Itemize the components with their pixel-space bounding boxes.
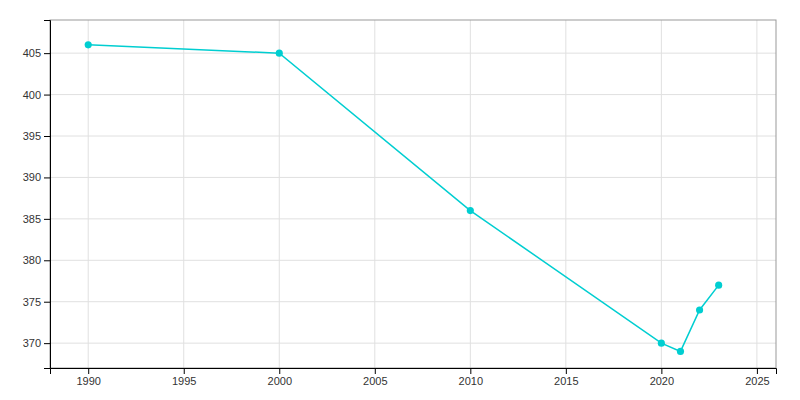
x-tick: 2005 <box>363 368 387 387</box>
point <box>715 282 722 289</box>
x-tick-label: 2025 <box>745 375 769 387</box>
grid-line-x <box>470 20 471 368</box>
grid-line-y <box>50 343 776 344</box>
line <box>88 45 718 352</box>
x-tick-label: 2000 <box>268 375 292 387</box>
x-tick-mark <box>470 368 471 374</box>
y-tick: 405 <box>23 47 50 59</box>
x-tick-mark <box>184 368 185 374</box>
y-tick-label: 395 <box>23 130 41 142</box>
chart: 1990 1995 2000 2005 2010 2015 2020 2025 370 375 38… <box>0 0 800 400</box>
x-tick-mark <box>375 368 376 374</box>
y-tick: 390 <box>23 171 50 183</box>
x-tick-label: 1995 <box>172 375 196 387</box>
x-tick-label: 2015 <box>554 375 578 387</box>
x-tick: 1990 <box>76 368 100 387</box>
y-tick: 385 <box>23 213 50 225</box>
series <box>85 41 723 355</box>
y-tick-mark <box>44 177 50 178</box>
y-tick-label: 385 <box>23 213 41 225</box>
y-tick-label: 390 <box>23 171 41 183</box>
y-tick-label: 370 <box>23 337 41 349</box>
y-tick-mark <box>44 95 50 96</box>
y-tick-mark <box>44 302 50 303</box>
point <box>677 348 684 355</box>
x-tick-mark <box>279 368 280 374</box>
y-tick-mark <box>44 219 50 220</box>
x-tick: 2015 <box>554 368 578 387</box>
grid-line-x <box>756 20 757 368</box>
grid-line-y <box>50 301 776 302</box>
grid-line-y <box>50 260 776 261</box>
point <box>276 50 283 57</box>
x-tick-label: 1990 <box>76 375 100 387</box>
grid-line-y <box>50 136 776 137</box>
x-tick-mark <box>88 368 89 374</box>
y-tick-label: 405 <box>23 47 41 59</box>
x-tick: 2010 <box>459 368 483 387</box>
y-tick-label: 375 <box>23 296 41 308</box>
x-tick-label: 2005 <box>363 375 387 387</box>
point <box>658 340 665 347</box>
x-tick: 1995 <box>172 368 196 387</box>
x-tick-label: 2010 <box>459 375 483 387</box>
grid-line-y <box>50 53 776 54</box>
grid-line-x <box>565 20 566 368</box>
grid-line-y <box>50 94 776 95</box>
y-tick-label: 400 <box>23 89 41 101</box>
point <box>467 207 474 214</box>
point <box>696 306 703 313</box>
x-axis: 1990 1995 2000 2005 2010 2015 2020 2025 <box>51 368 777 387</box>
plot-frame <box>50 20 776 368</box>
y-tick-mark <box>44 136 50 137</box>
y-tick: 395 <box>23 130 50 142</box>
y-tick-mark <box>44 53 50 54</box>
x-tick: 2000 <box>268 368 292 387</box>
y-tick: 375 <box>23 296 50 308</box>
y-tick-mark <box>44 260 50 261</box>
y-tick: 380 <box>23 254 50 266</box>
x-tick-label: 2020 <box>650 375 674 387</box>
grid-line-x <box>183 20 184 368</box>
point <box>85 41 92 48</box>
grid-line-x <box>374 20 375 368</box>
grid-line-x <box>88 20 89 368</box>
grid <box>50 20 776 368</box>
x-tick-mark <box>566 368 567 374</box>
grid-line-x <box>279 20 280 368</box>
y-tick: 370 <box>23 337 50 349</box>
grid-line-x <box>661 20 662 368</box>
x-tick-mark <box>757 368 758 374</box>
x-tick-mark <box>661 368 662 374</box>
x-axis-line <box>51 369 777 375</box>
plot-area: 1990 1995 2000 2005 2010 2015 2020 2025 370 375 38… <box>23 20 777 387</box>
y-tick-mark <box>44 343 50 344</box>
y-tick: 400 <box>23 89 50 101</box>
x-tick: 2025 <box>745 368 769 387</box>
x-tick: 2020 <box>650 368 674 387</box>
y-axis-line <box>44 21 51 369</box>
y-tick-label: 380 <box>23 254 41 266</box>
grid-line-y <box>50 177 776 178</box>
y-axis: 370 375 380 385 390 395 400 405 <box>23 21 51 369</box>
grid-line-y <box>50 218 776 219</box>
